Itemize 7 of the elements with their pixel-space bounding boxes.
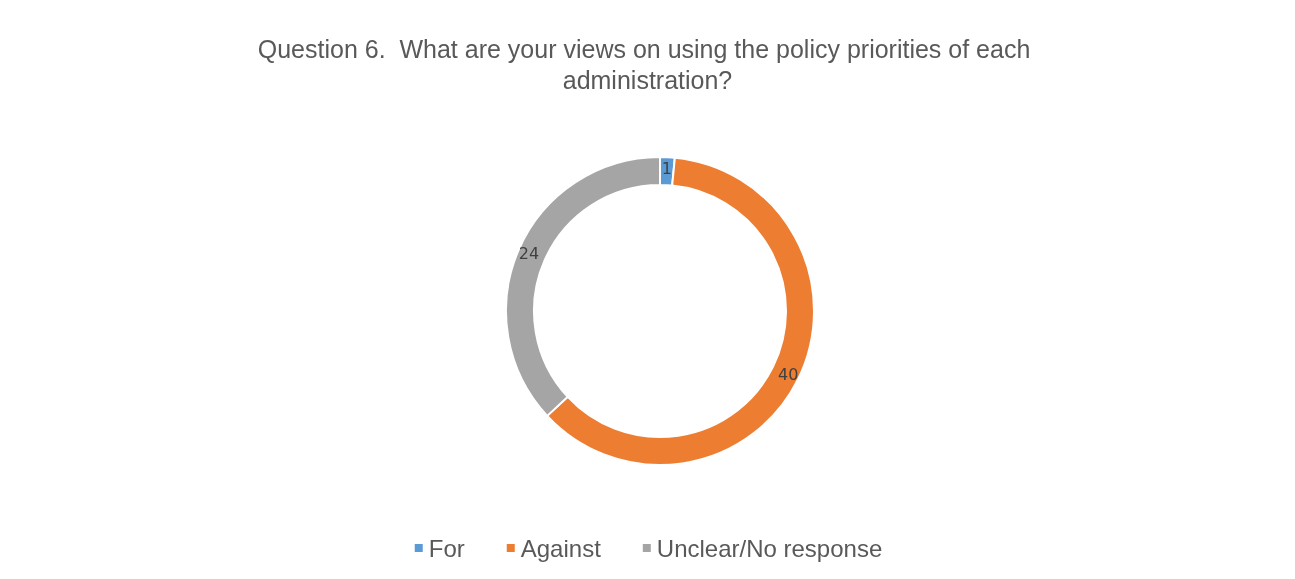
chart-title: Question 6. What are your views on using the policy priorities of each administration? xyxy=(257,34,1038,94)
data-label: 1 xyxy=(661,158,672,178)
data-label: 40 xyxy=(778,364,799,384)
legend-label: Against xyxy=(520,534,602,562)
legend-label: Unclear/No response xyxy=(656,534,883,562)
legend-label: For xyxy=(428,534,465,562)
data-label: 24 xyxy=(518,244,540,264)
